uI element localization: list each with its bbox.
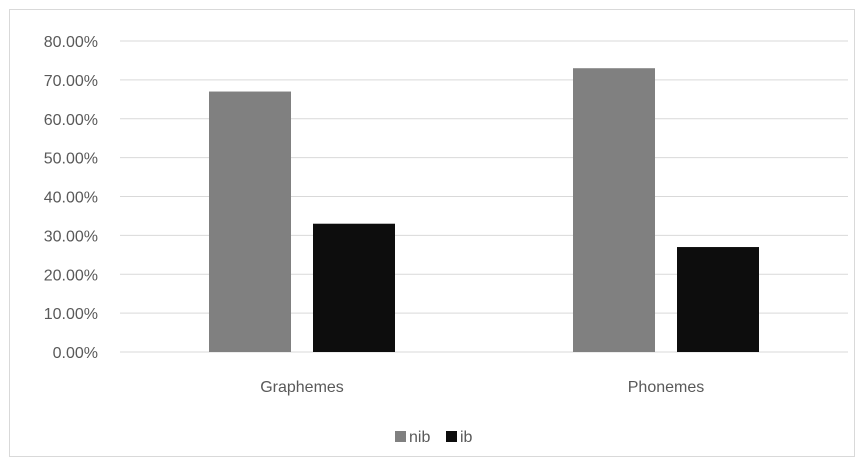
y-tick-label: 60.00% xyxy=(44,112,98,129)
legend-swatch-ib xyxy=(446,431,457,442)
y-tick-label: 50.00% xyxy=(44,151,98,168)
bars xyxy=(209,68,759,353)
legend-swatch-nib xyxy=(395,431,406,442)
y-tick-label: 0.00% xyxy=(53,345,98,362)
y-tick-label: 70.00% xyxy=(44,73,98,90)
y-tick-label: 20.00% xyxy=(44,267,98,284)
x-category-label: Phonemes xyxy=(628,379,705,396)
bar-nib-graphemes xyxy=(209,91,291,352)
bar-ib-graphemes xyxy=(313,223,395,352)
legend-label-nib: nib xyxy=(409,429,430,446)
legend-label-ib: ib xyxy=(460,429,473,446)
chart-area xyxy=(9,9,855,457)
y-tick-label: 10.00% xyxy=(44,306,98,323)
bar-nib-phonemes xyxy=(573,68,655,353)
y-tick-label: 30.00% xyxy=(44,228,98,245)
legend: nib ib xyxy=(395,429,473,446)
bar-ib-phonemes xyxy=(677,247,759,352)
x-axis-category-labels: Graphemes Phonemes xyxy=(260,379,704,396)
y-tick-label: 80.00% xyxy=(44,34,98,51)
y-tick-label: 40.00% xyxy=(44,190,98,207)
y-axis-tick-labels: 0.00% 10.00% 20.00% 30.00% 40.00% 50.00% 60.00… xyxy=(44,34,98,362)
x-category-label: Graphemes xyxy=(260,379,344,396)
